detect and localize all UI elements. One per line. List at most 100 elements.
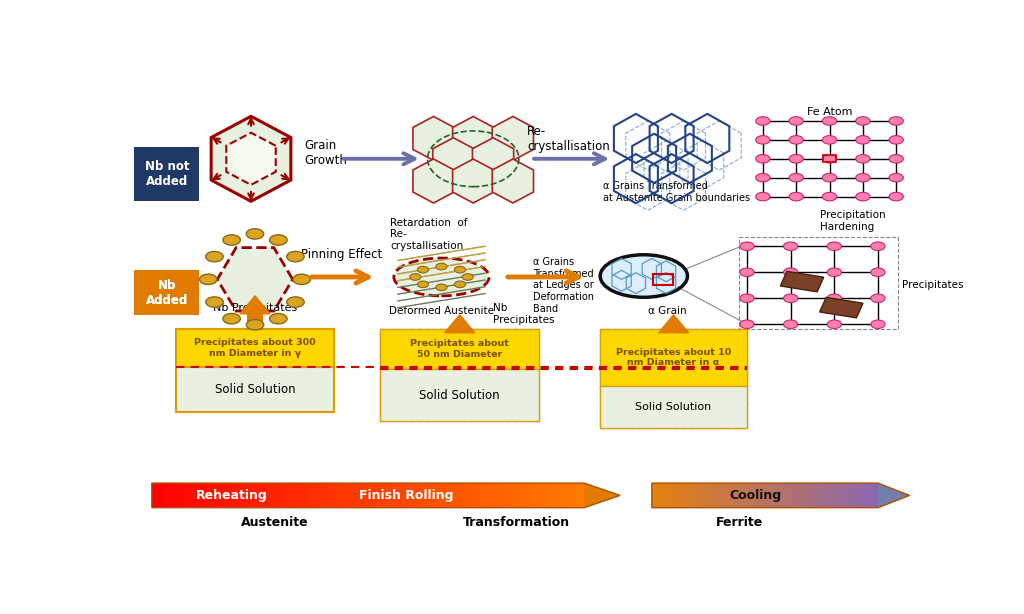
Bar	[212, 483, 216, 508]
Circle shape	[827, 320, 842, 328]
Bar	[215, 483, 219, 508]
Bar	[694, 483, 696, 508]
Text: Retardation  of
Re-
crystallisation: Retardation of Re- crystallisation	[390, 218, 467, 251]
Polygon shape	[472, 138, 514, 182]
Bar	[663, 483, 665, 508]
Bar	[825, 483, 827, 508]
Bar	[756, 483, 758, 508]
Polygon shape	[585, 483, 620, 508]
Bar	[678, 483, 680, 508]
Circle shape	[756, 117, 770, 125]
Circle shape	[822, 136, 837, 144]
Bar	[207, 483, 210, 508]
Ellipse shape	[600, 255, 687, 297]
Bar	[777, 483, 779, 508]
Bar	[726, 483, 728, 508]
Bar	[733, 483, 735, 508]
Circle shape	[206, 297, 223, 307]
Bar	[762, 483, 764, 508]
Bar	[512, 483, 516, 508]
Text: Nb Precipitates: Nb Precipitates	[213, 303, 297, 313]
Bar	[701, 483, 703, 508]
Bar	[443, 483, 446, 508]
Bar	[526, 483, 530, 508]
Bar	[541, 483, 545, 508]
Bar	[509, 483, 513, 508]
Bar	[282, 483, 286, 508]
Bar	[669, 483, 671, 508]
Bar	[406, 483, 410, 508]
Bar	[817, 483, 820, 508]
Bar	[712, 483, 715, 508]
Bar	[823, 155, 836, 162]
Bar	[221, 483, 224, 508]
Text: Reheating: Reheating	[196, 489, 267, 502]
Bar	[486, 483, 489, 508]
Text: Finish Rolling: Finish Rolling	[358, 489, 453, 502]
Bar	[758, 483, 760, 508]
Bar	[676, 483, 678, 508]
Bar	[873, 483, 876, 508]
Bar	[339, 483, 343, 508]
Circle shape	[790, 136, 804, 144]
Circle shape	[870, 320, 885, 328]
Bar	[368, 483, 372, 508]
Bar	[307, 483, 311, 508]
Bar	[328, 483, 332, 508]
Bar	[567, 483, 570, 508]
Bar	[164, 483, 167, 508]
Bar	[810, 483, 812, 508]
Bar	[201, 483, 205, 508]
Bar	[703, 483, 706, 508]
Bar	[480, 483, 484, 508]
Bar	[322, 483, 326, 508]
Bar	[232, 483, 237, 508]
Bar	[366, 483, 369, 508]
Bar	[547, 483, 551, 508]
Circle shape	[822, 155, 837, 163]
Bar	[532, 483, 537, 508]
Text: Precipitates: Precipitates	[902, 280, 964, 290]
Bar	[458, 483, 461, 508]
Polygon shape	[433, 138, 474, 182]
Bar	[771, 483, 773, 508]
Bar	[362, 483, 366, 508]
Circle shape	[455, 281, 466, 287]
Bar	[715, 483, 718, 508]
Bar	[134, 270, 200, 315]
Polygon shape	[413, 117, 455, 160]
Bar	[768, 483, 770, 508]
Text: Solid Solution: Solid Solution	[215, 383, 295, 396]
Bar	[720, 483, 722, 508]
Polygon shape	[226, 133, 275, 185]
Bar	[550, 483, 553, 508]
Bar	[860, 483, 862, 508]
Bar	[717, 483, 719, 508]
Bar	[501, 483, 505, 508]
Bar	[845, 483, 847, 508]
Polygon shape	[493, 159, 534, 203]
Bar	[437, 483, 441, 508]
Bar	[769, 483, 772, 508]
Bar	[600, 329, 748, 429]
Bar	[858, 483, 860, 508]
Bar	[288, 483, 291, 508]
Circle shape	[856, 173, 870, 182]
Bar	[600, 386, 748, 429]
Bar	[822, 483, 824, 508]
Text: Nb
Added: Nb Added	[145, 279, 188, 306]
Bar	[452, 329, 468, 333]
Bar	[791, 483, 793, 508]
Bar	[391, 483, 395, 508]
Bar	[452, 483, 456, 508]
Bar	[250, 483, 254, 508]
Bar	[692, 483, 695, 508]
Circle shape	[783, 268, 798, 276]
Circle shape	[246, 319, 264, 330]
Bar	[697, 483, 699, 508]
Bar	[264, 483, 268, 508]
Bar	[247, 483, 251, 508]
Bar	[296, 483, 300, 508]
Circle shape	[856, 117, 870, 125]
Bar	[797, 483, 799, 508]
